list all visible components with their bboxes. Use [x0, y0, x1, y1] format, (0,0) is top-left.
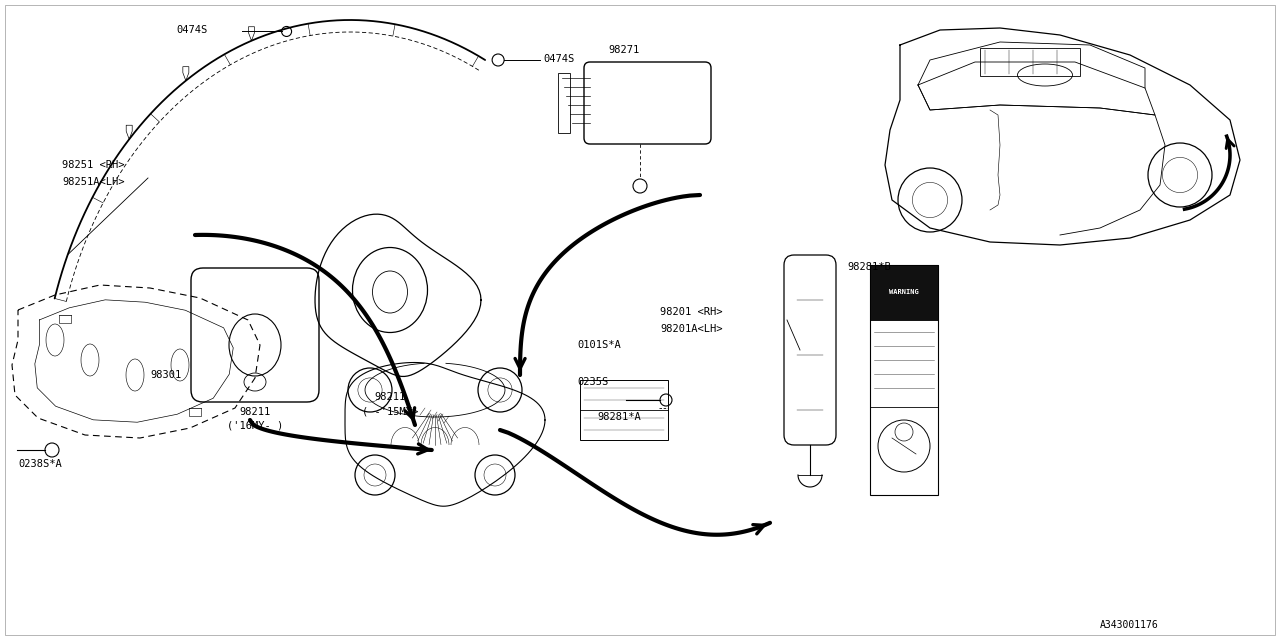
Text: 0238S*A: 0238S*A	[18, 459, 61, 469]
Text: A343001176: A343001176	[1100, 620, 1158, 630]
Text: 98271: 98271	[608, 45, 639, 55]
Text: 0474S: 0474S	[543, 54, 575, 64]
Text: 0235S: 0235S	[577, 377, 608, 387]
Text: 98281*B: 98281*B	[847, 262, 891, 272]
Text: WARNING: WARNING	[890, 289, 919, 296]
Text: 98211: 98211	[374, 392, 406, 402]
Text: 98211: 98211	[239, 407, 270, 417]
Bar	[558, 73, 570, 133]
Text: ( -'15MY>: ( -'15MY>	[362, 406, 419, 416]
Text: 98281*A: 98281*A	[596, 412, 641, 422]
Text: 0474S: 0474S	[177, 26, 207, 35]
Bar	[580, 380, 668, 440]
Bar	[870, 265, 938, 320]
Text: 98301: 98301	[150, 370, 182, 380]
Text: 98201 <RH>: 98201 <RH>	[660, 307, 722, 317]
Text: 98201A<LH>: 98201A<LH>	[660, 324, 722, 334]
Text: 0101S*A: 0101S*A	[577, 340, 621, 350]
Bar	[870, 265, 938, 495]
Text: ('16MY- ): ('16MY- )	[227, 421, 283, 431]
Text: 98251A<LH>: 98251A<LH>	[61, 177, 124, 187]
Text: 98251 <RH>: 98251 <RH>	[61, 160, 124, 170]
Bar	[980, 48, 1080, 76]
